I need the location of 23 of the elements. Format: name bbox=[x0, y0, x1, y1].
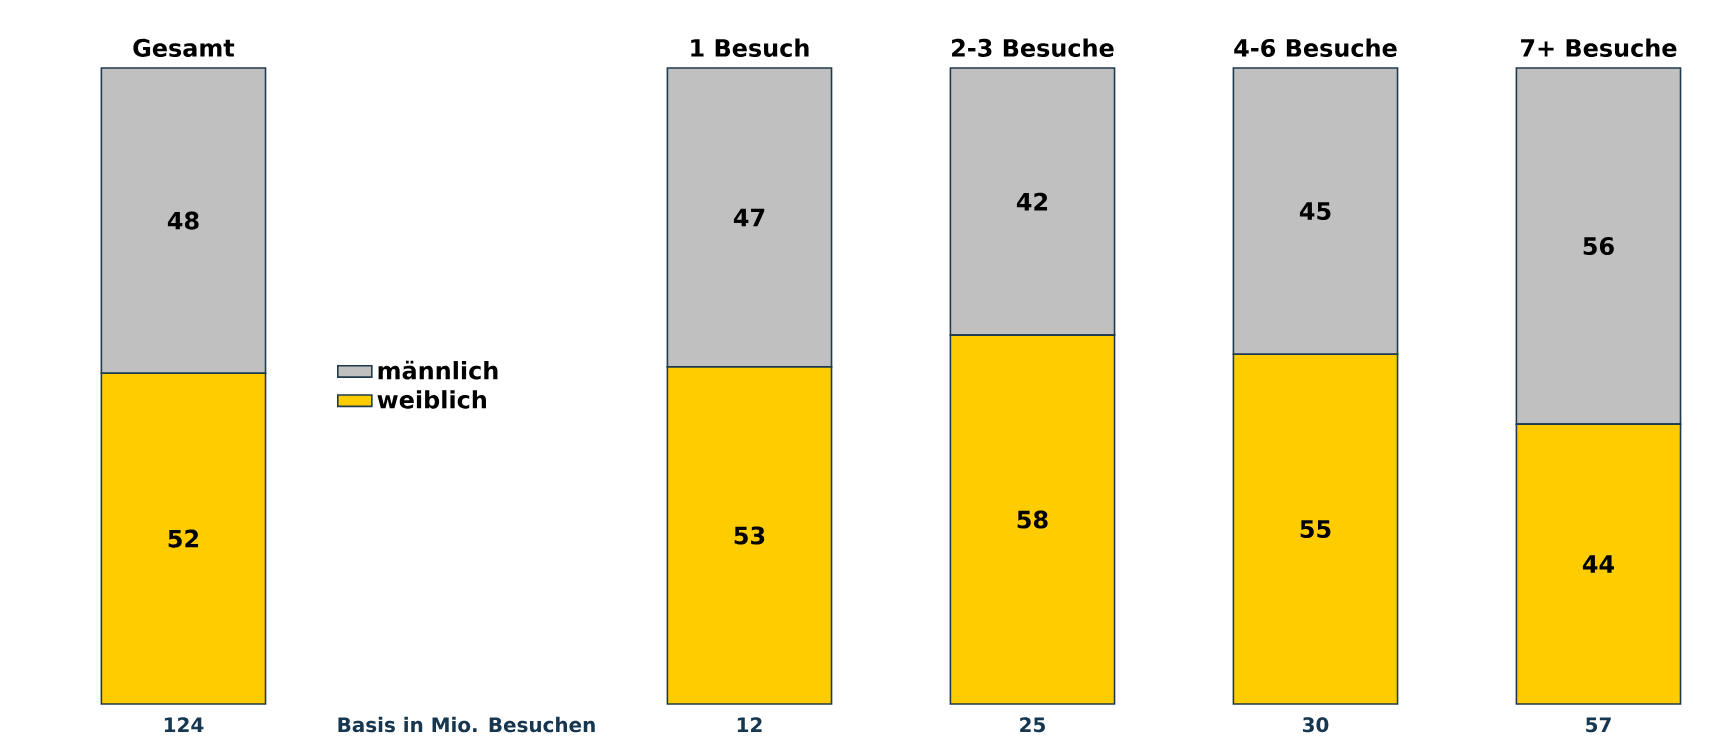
data-label: 55 bbox=[1300, 520, 1331, 538]
data-label: 42 bbox=[1016, 192, 1048, 211]
data-label: 45 bbox=[1299, 202, 1331, 220]
legend-label: männlich bbox=[378, 360, 498, 380]
text: 25 bbox=[1020, 717, 1045, 733]
x-tick-label: Gesamt bbox=[133, 38, 235, 57]
data-label: 47 bbox=[733, 208, 765, 227]
data-label: 56 bbox=[1583, 237, 1614, 256]
x-tick-label: 2-3 Besuche bbox=[952, 38, 1114, 57]
x-tick-label: 7+ Besuche bbox=[1521, 38, 1677, 57]
x-tick-label: 1 Besuch bbox=[691, 38, 809, 57]
legend-label: weiblich bbox=[377, 390, 486, 409]
x-tick-label: 4-6 Besuche bbox=[1234, 38, 1397, 57]
text: Basis in Mio. Besuchen bbox=[338, 716, 595, 733]
data-label: 48 bbox=[167, 211, 199, 230]
text: 124 bbox=[164, 717, 204, 732]
text: 57 bbox=[1586, 717, 1611, 733]
data-label: 53 bbox=[734, 526, 765, 545]
text: 30 bbox=[1302, 717, 1329, 733]
data-label: 44 bbox=[1582, 555, 1615, 573]
data-label: 52 bbox=[168, 529, 199, 548]
data-label: 58 bbox=[1017, 510, 1048, 529]
text: 12 bbox=[737, 717, 762, 732]
